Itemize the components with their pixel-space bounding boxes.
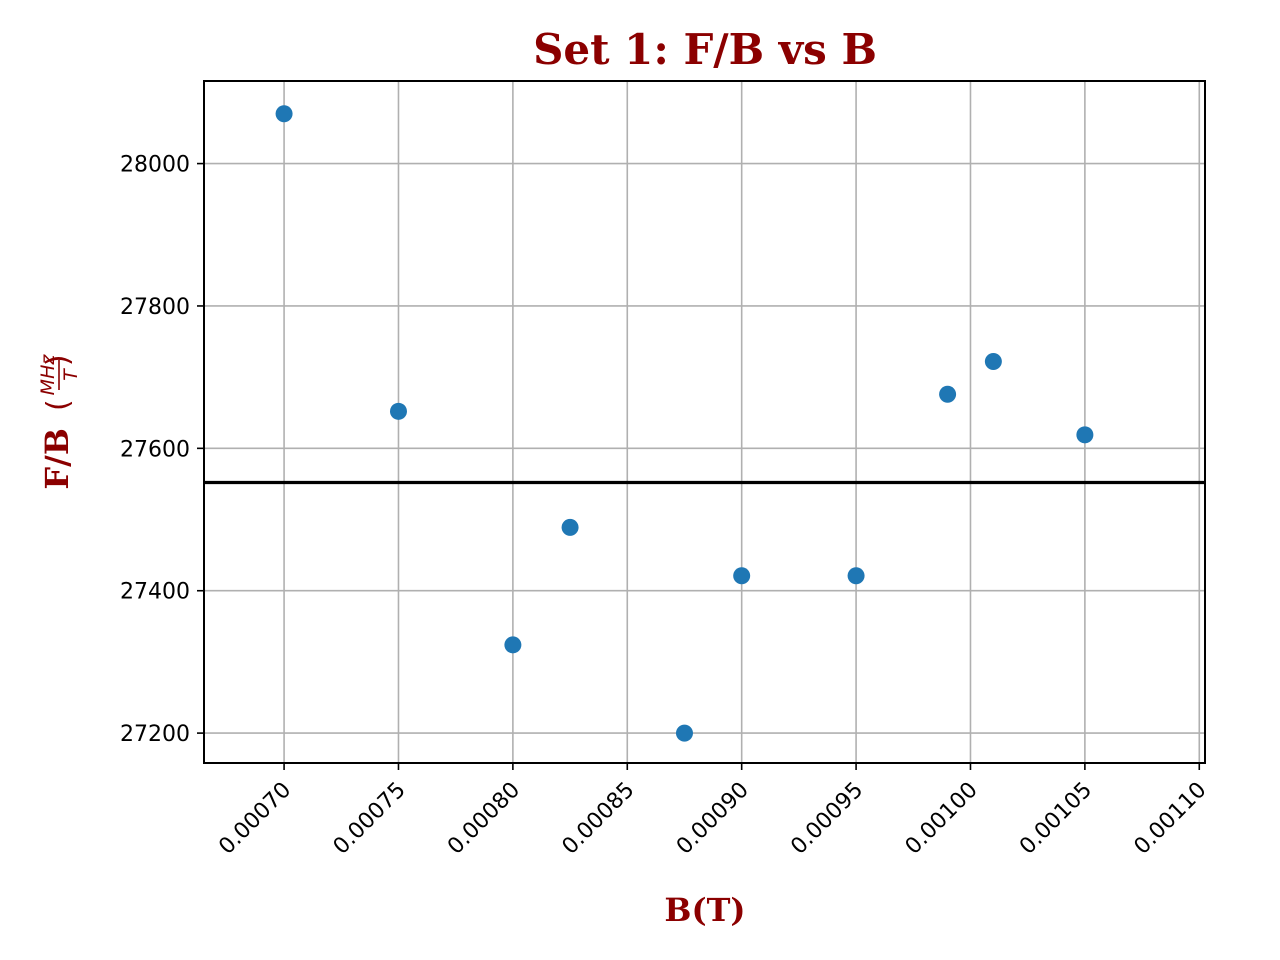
x-axis: 0.00070 0.00075 0.00080 0.00085 0.00090 0.000… xyxy=(214,763,1212,860)
x-tick-label: 0.00070 xyxy=(214,778,296,860)
data-point xyxy=(847,567,865,585)
chart-title: Set 1: F/B vs B xyxy=(533,25,877,74)
y-axis-label-text: F/B xyxy=(38,428,76,489)
data-point xyxy=(389,402,407,420)
x-tick-label: 0.00090 xyxy=(672,778,754,860)
x-tick-label: 0.00075 xyxy=(329,778,411,860)
y-tick-label: 27400 xyxy=(120,580,190,605)
grid xyxy=(204,81,1205,763)
data-point xyxy=(561,518,579,536)
data-point xyxy=(733,567,751,585)
y-axis-unit-numerator: MHz xyxy=(37,354,59,396)
data-point xyxy=(939,385,957,403)
x-tick-label: 0.00080 xyxy=(443,778,525,860)
x-tick-label: 0.00105 xyxy=(1015,778,1097,860)
y-tick-label: 28000 xyxy=(120,153,190,178)
data-point xyxy=(275,105,293,123)
data-point xyxy=(504,636,522,654)
plot-frame xyxy=(203,80,1206,764)
x-tick-label: 0.00110 xyxy=(1130,778,1212,860)
x-tick-label: 0.00095 xyxy=(786,778,868,860)
data-point xyxy=(675,724,693,742)
y-tick-label: 27600 xyxy=(120,437,190,462)
data-points xyxy=(275,105,1094,742)
data-point xyxy=(984,352,1002,370)
y-tick-label: 27200 xyxy=(120,722,190,747)
data-point xyxy=(1076,426,1094,444)
x-axis-label: B(T) xyxy=(664,891,745,929)
y-axis: 27200 27400 27600 27800 28000 xyxy=(120,153,204,747)
y-axis-label: F/B ( ) MHz T xyxy=(37,354,82,490)
y-axis-unit-denominator: T xyxy=(60,368,82,381)
x-tick-label: 0.00085 xyxy=(558,778,640,860)
x-tick-label: 0.00100 xyxy=(901,778,983,860)
y-tick-label: 27800 xyxy=(120,295,190,320)
